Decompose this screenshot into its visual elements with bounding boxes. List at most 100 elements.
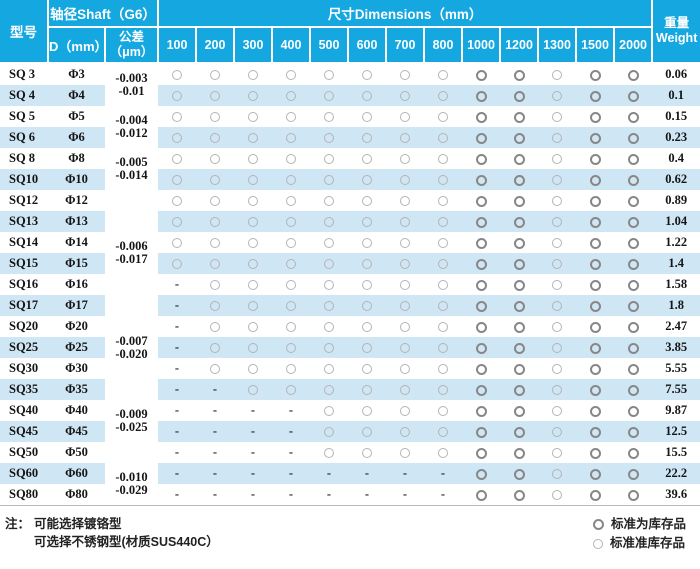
table-row: SQ20 Φ20 -0.007 -0.020-2.47 [0, 316, 700, 379]
table-row: SQ15 Φ15 1.4 [0, 253, 700, 274]
dimension-cell [158, 106, 197, 127]
spec-table: 型号 轴径Shaft（G6） 尺寸Dimensions（mm） 重量 Weigh… [0, 0, 700, 506]
dimension-cell [614, 232, 653, 253]
header-weight-cn: 重量 [664, 16, 690, 30]
standard-stock-circle-icon [627, 300, 639, 312]
dimension-cell [272, 316, 311, 337]
quasi-stock-circle-icon [172, 70, 183, 81]
dimension-cell: - [310, 463, 349, 484]
dimension-cell [196, 337, 235, 358]
model-cell: SQ30 [0, 358, 48, 379]
standard-stock-circle-icon [627, 489, 639, 501]
quasi-stock-circle-icon [552, 448, 563, 459]
dimension-cell [538, 85, 577, 106]
dimension-cell [234, 127, 273, 148]
diameter-cell: Φ10 [48, 169, 105, 190]
diameter-cell: Φ60 [48, 463, 105, 484]
note-line-2: 可选择不锈钢型(材质SUS440C） [34, 535, 219, 549]
dimension-cell [614, 379, 653, 400]
dash-icon: - [212, 487, 218, 501]
standard-stock-circle-icon [513, 174, 525, 186]
quasi-stock-circle-icon [248, 385, 259, 396]
header-dim-1200: 1200 [499, 26, 540, 64]
quasi-stock-circle-icon [210, 322, 221, 333]
weight-cell: 1.58 [652, 274, 700, 295]
weight-cell: 1.8 [652, 295, 700, 316]
diameter-cell: Φ25 [48, 337, 105, 358]
diameter-cell: Φ20 [48, 316, 105, 337]
model-cell: SQ12 [0, 190, 48, 211]
standard-stock-circle-icon [627, 405, 639, 417]
dash-icon: - [212, 466, 218, 480]
quasi-stock-circle-icon [438, 196, 449, 207]
dimension-cell [462, 169, 501, 190]
quasi-stock-circle-icon [438, 385, 449, 396]
dimension-cell [386, 85, 425, 106]
model-cell: SQ50 [0, 442, 48, 463]
dimension-cell [500, 358, 539, 379]
dimension-cell: - [234, 463, 273, 484]
table-row: SQ10 Φ10 0.62 [0, 169, 700, 190]
dimension-cell [500, 232, 539, 253]
dimension-cell: - [158, 337, 197, 358]
header-dim-800: 800 [423, 26, 464, 64]
quasi-stock-circle-icon [362, 112, 373, 123]
dimension-cell: - [272, 421, 311, 442]
dimension-cell [234, 190, 273, 211]
dimension-cell: - [234, 421, 273, 442]
quasi-stock-circle-icon [552, 259, 563, 270]
dimension-cell [348, 253, 387, 274]
dimension-cell [614, 85, 653, 106]
quasi-stock-circle-icon [438, 427, 449, 438]
dimension-cell [462, 316, 501, 337]
quasi-stock-circle-icon [438, 112, 449, 123]
dimension-cell [424, 232, 463, 253]
tolerance-cell: -0.005 -0.014 [105, 148, 159, 190]
diameter-cell: Φ4 [48, 85, 105, 106]
standard-stock-circle-icon [475, 321, 487, 333]
quasi-stock-circle-icon [172, 238, 183, 249]
weight-cell: 0.06 [652, 63, 700, 85]
quasi-stock-circle-icon [400, 196, 411, 207]
dimension-cell [272, 358, 311, 379]
dash-icon: - [288, 466, 294, 480]
table-row: SQ60 Φ60 -0.010 -0.029- - - - - - - -22.2 [0, 463, 700, 506]
dimension-cell: - [158, 463, 197, 484]
quasi-stock-circle-icon [172, 175, 183, 186]
dash-icon: - [250, 403, 256, 417]
quasi-stock-circle-icon [400, 427, 411, 438]
quasi-stock-circle-icon [248, 70, 259, 81]
legend-label-quasi: 标准准库存品 [609, 536, 685, 550]
dimension-cell [424, 442, 463, 463]
quasi-stock-circle-icon [286, 175, 297, 186]
quasi-stock-circle-icon [400, 238, 411, 249]
dimension-cell [196, 211, 235, 232]
weight-cell: 0.1 [652, 85, 700, 106]
table-row: SQ 4 Φ4 0.1 [0, 85, 700, 106]
tolerance-lower: -0.014 [115, 168, 148, 182]
quasi-stock-circle-icon [210, 259, 221, 270]
quasi-stock-circle-icon [210, 217, 221, 228]
dimension-cell [500, 295, 539, 316]
quasi-stock-circle-icon [362, 406, 373, 417]
dimension-cell [500, 127, 539, 148]
header-shaft-group: 轴径Shaft（G6） [46, 0, 160, 28]
dimension-cell [348, 379, 387, 400]
dimension-cell [538, 127, 577, 148]
standard-stock-circle-icon [513, 111, 525, 123]
standard-stock-circle-icon [513, 279, 525, 291]
tolerance-upper: -0.004 [115, 113, 148, 127]
quasi-stock-circle-icon [210, 112, 221, 123]
dimension-cell [386, 337, 425, 358]
dimension-cell [196, 106, 235, 127]
dimension-cell [462, 232, 501, 253]
dimension-cell [462, 442, 501, 463]
dash-icon: - [174, 298, 180, 312]
dimension-cell [310, 211, 349, 232]
quasi-stock-circle-icon [592, 538, 603, 549]
dimension-cell [576, 169, 615, 190]
quasi-stock-circle-icon [248, 133, 259, 144]
table-row: SQ30 Φ30 - 5.55 [0, 358, 700, 379]
standard-stock-circle-icon [513, 342, 525, 354]
dimension-cell [348, 211, 387, 232]
